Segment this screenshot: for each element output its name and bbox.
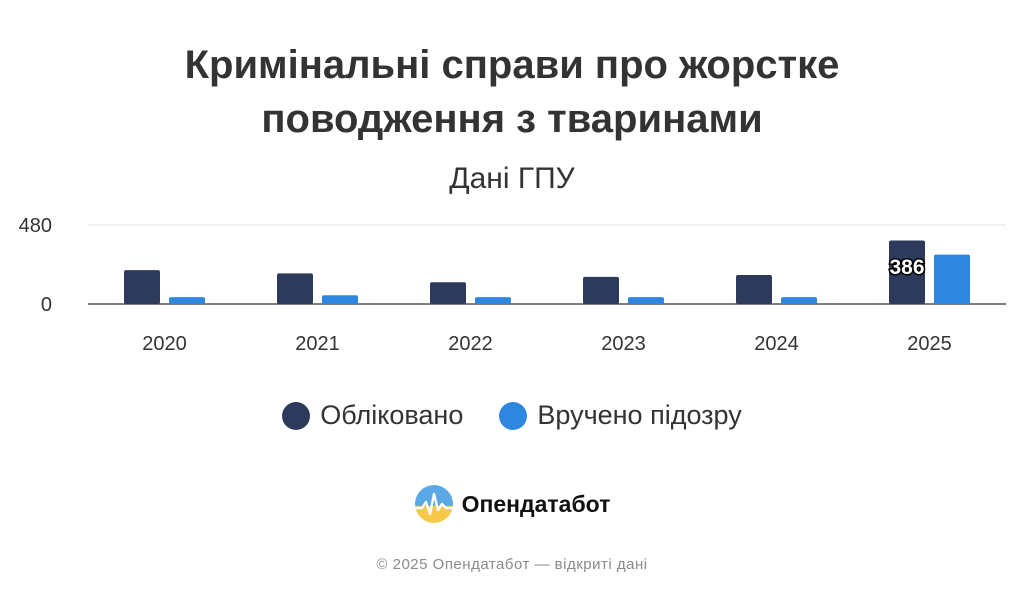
data-label-2025: 386: [889, 256, 924, 279]
brand: Опендатабот: [0, 484, 1024, 524]
bar-suspicion-2020: [169, 297, 205, 304]
legend-label-suspicion: Вручено підозру: [537, 400, 742, 430]
bar-registered-2022: [430, 282, 466, 304]
bar-suspicion-2023: [628, 297, 664, 304]
x-tick-label: 2023: [601, 333, 646, 355]
footer-copyright: © 2025 Опендатабот — відкриті дані: [376, 556, 648, 573]
legend-item-registered[interactable]: Обліковано: [282, 400, 463, 431]
bar-suspicion-2024: [781, 297, 817, 304]
bar-chart: 0 480 2020 2021 2022 2023 2024 2025 386: [19, 215, 1006, 355]
legend-item-suspicion[interactable]: Вручено підозру: [499, 400, 742, 431]
bar-registered-2025: [889, 240, 925, 304]
x-tick-label: 2024: [754, 333, 799, 355]
chart-title-line-2: поводження з тваринами: [261, 97, 763, 141]
chart-title: Кримінальні справи про жорстке поводженн…: [0, 38, 1024, 146]
bar-registered-2023: [583, 276, 619, 304]
legend-marker-suspicion: [499, 401, 528, 430]
chart-title-line-1: Кримінальні справи про жорстке: [184, 43, 840, 87]
bar-registered-2024: [736, 275, 772, 304]
chart-subtitle: Дані ГПУ: [449, 162, 575, 195]
brand-name: Опендатабот: [461, 490, 611, 517]
bar-registered-2020: [124, 270, 160, 304]
bar-registered-2021: [277, 273, 313, 304]
opendatabot-logo-icon: [414, 485, 453, 523]
x-tick-label: 2021: [295, 333, 340, 355]
y-tick-label: 480: [19, 215, 52, 237]
chart-legend: Обліковано Вручено підозру: [0, 400, 1024, 431]
x-tick-label: 2022: [448, 333, 493, 355]
x-tick-label: 2020: [142, 333, 187, 355]
bar-suspicion-2022: [475, 297, 511, 304]
bar-suspicion-2021: [322, 295, 358, 304]
legend-label-registered: Обліковано: [320, 400, 464, 430]
legend-marker-registered: [282, 401, 311, 430]
y-tick-label: 0: [41, 294, 52, 316]
bar-suspicion-2025: [934, 254, 970, 304]
x-tick-label: 2025: [907, 333, 952, 355]
